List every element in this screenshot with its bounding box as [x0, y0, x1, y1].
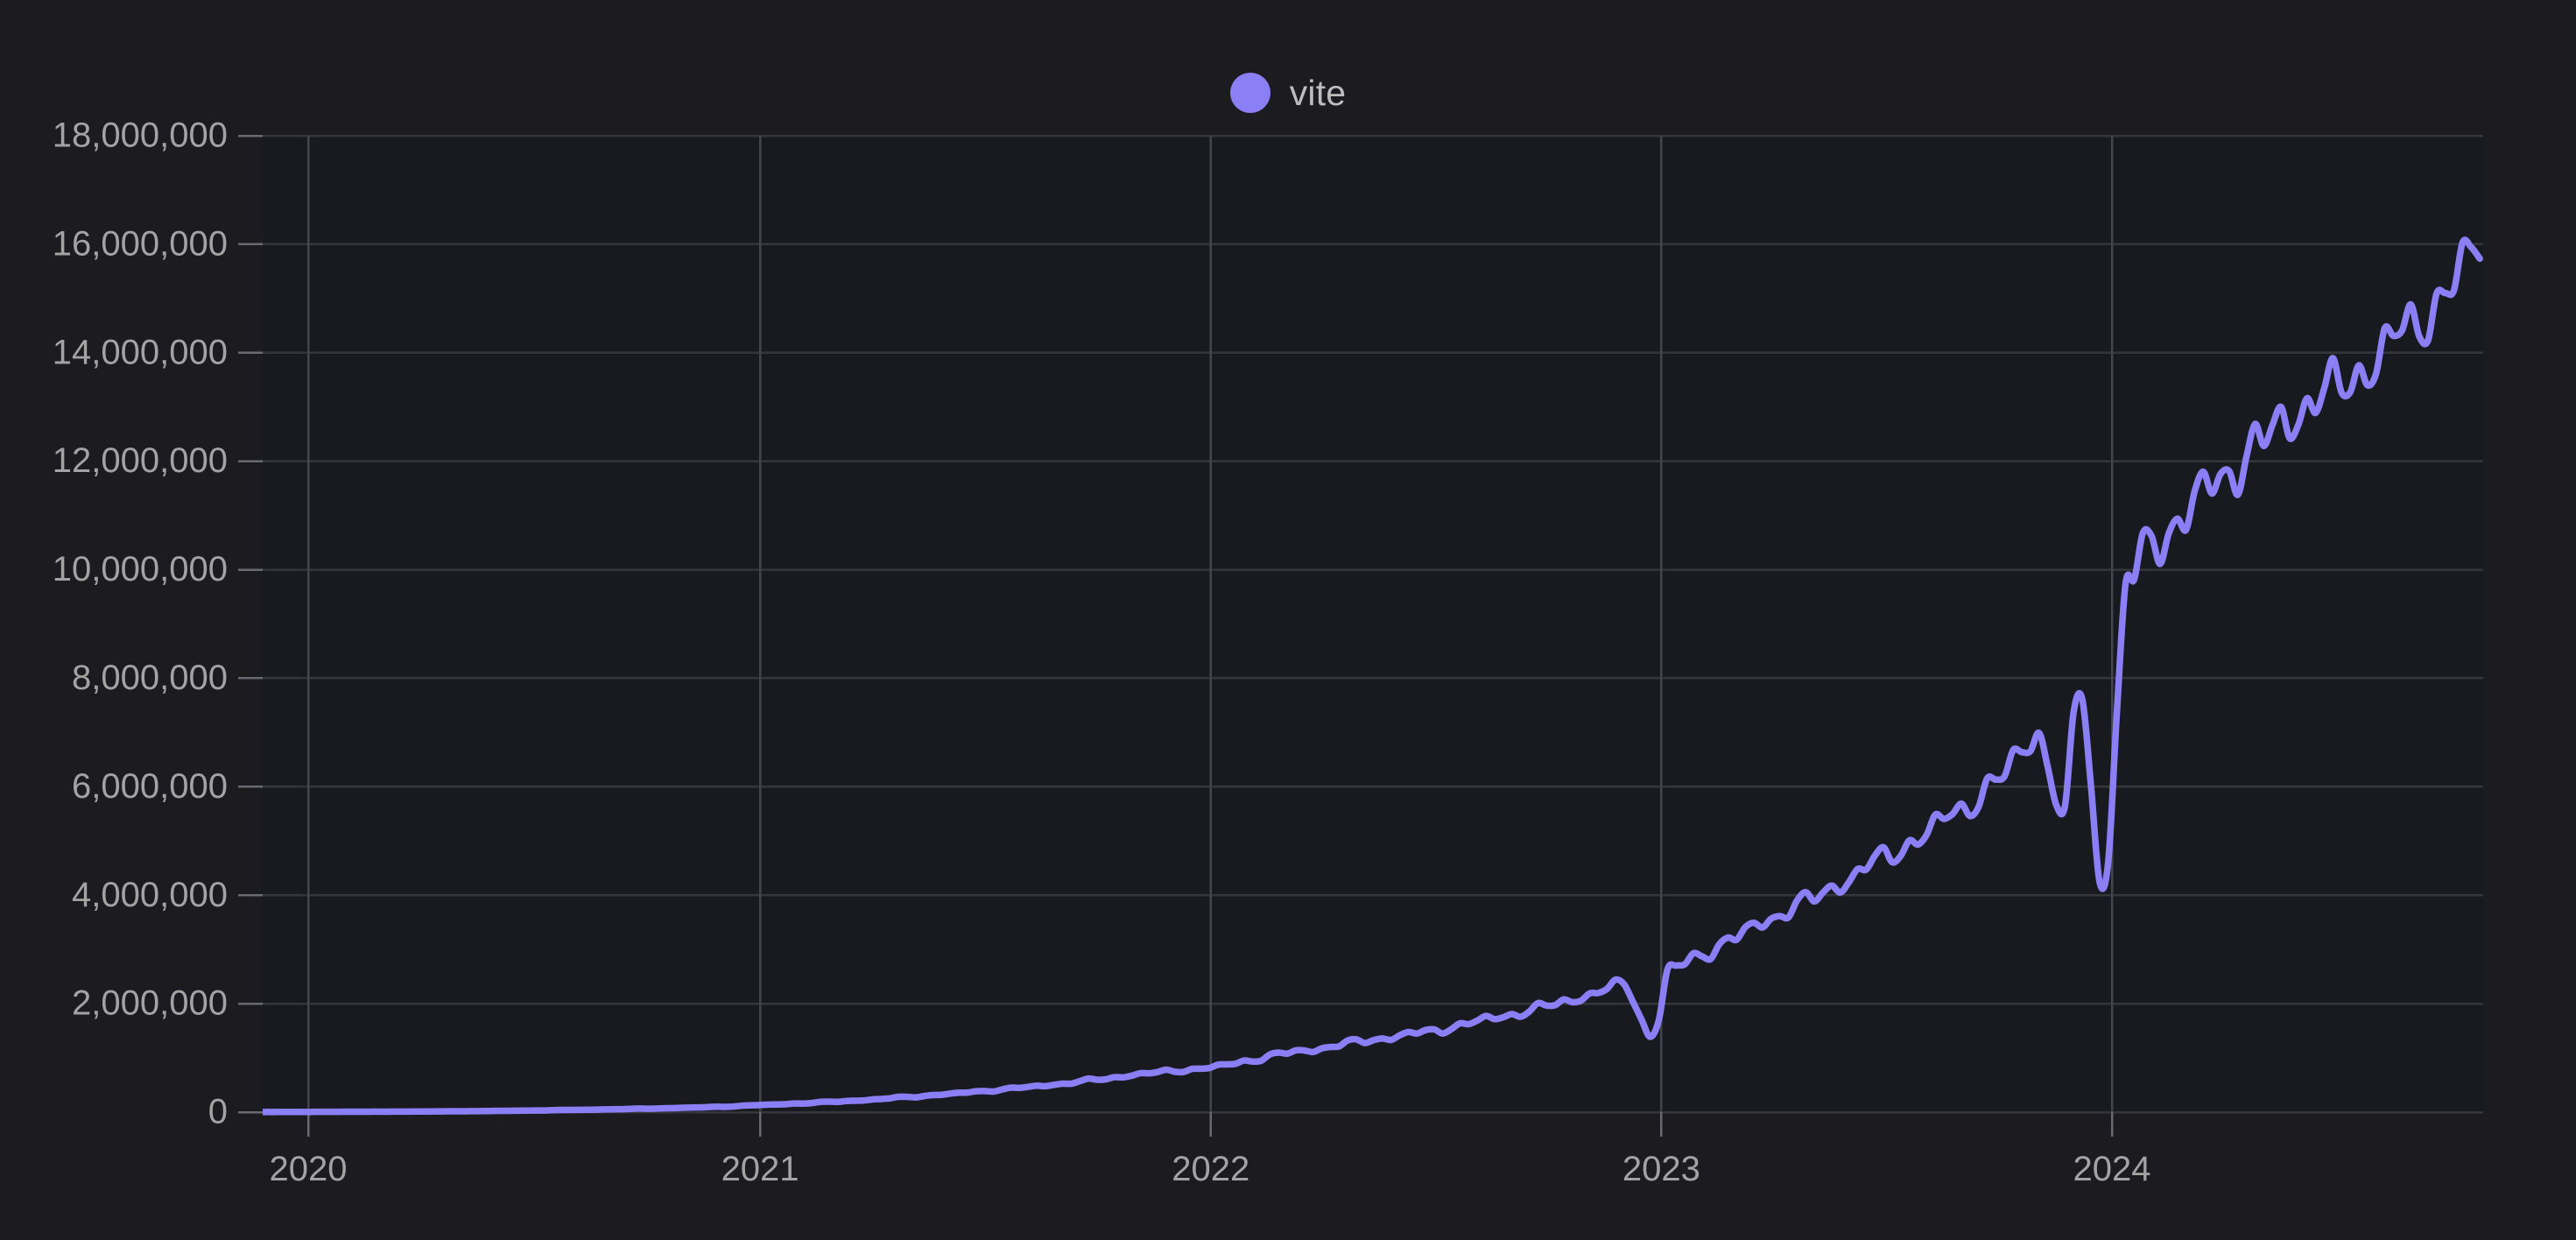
series-line-vite[interactable]: [259, 236, 2483, 1116]
y-axis-tick-label: 0: [208, 1093, 228, 1131]
chart-legend: vite: [0, 51, 2576, 135]
y-axis-tick-label: 4,000,000: [72, 876, 228, 914]
x-axis-tick-label: 2021: [721, 1150, 799, 1188]
plot-background: [263, 136, 2483, 1112]
y-tick-marks: [238, 134, 263, 1114]
circle-marker-icon: [1229, 73, 1270, 113]
y-axis-tick-label: 18,000,000: [53, 116, 228, 155]
y-axis-tick-label: 16,000,000: [53, 224, 228, 263]
x-axis-tick-labels: 2020 2021 2022 2023 2024: [270, 1150, 2151, 1188]
legend-item-vite[interactable]: vite: [1229, 72, 1347, 113]
y-axis-tick-labels: 18,000,000 16,000,000 14,000,000 12,000,000…: [53, 116, 228, 1131]
x-axis-tick-label: 2020: [270, 1150, 348, 1188]
x-axis-tick-label: 2024: [2073, 1150, 2151, 1188]
y-axis-tick-label: 14,000,000: [53, 333, 228, 371]
x-axis-tick-label: 2023: [1622, 1150, 1700, 1188]
y-axis-tick-label: 10,000,000: [53, 550, 228, 588]
data-series-group: [259, 236, 2483, 1116]
legend-item-label: vite: [1289, 72, 1347, 113]
vertical-gridlines: [306, 136, 2114, 1112]
y-axis-tick-label: 6,000,000: [72, 767, 228, 806]
y-axis-tick-label: 12,000,000: [53, 441, 228, 480]
x-tick-marks: [306, 1112, 2114, 1137]
y-axis-tick-label: 8,000,000: [72, 659, 228, 697]
y-axis-tick-label: 2,000,000: [72, 984, 228, 1023]
x-axis-tick-label: 2022: [1172, 1150, 1249, 1188]
